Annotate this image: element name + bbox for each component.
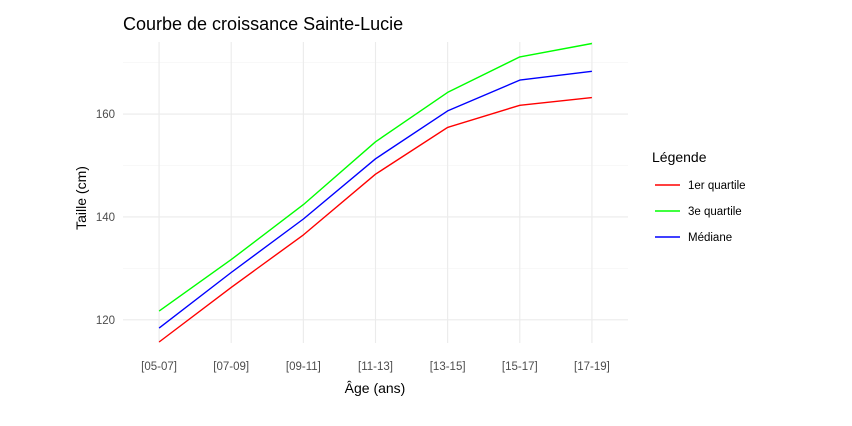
legend-label-2: Médiane	[688, 232, 732, 244]
x-axis-title: Âge (ans)	[345, 380, 406, 396]
legend-items: 1er quartile 3e quartile Médiane	[655, 180, 746, 244]
y-tick-labels: 120 140 160	[96, 109, 115, 327]
y-tick-label: 120	[96, 315, 115, 327]
x-tick-label: [09-11]	[286, 361, 321, 373]
x-tick-labels: [05-07] [07-09] [09-11] [11-13] [13-15] [15-1…	[141, 361, 610, 373]
legend-label-0: 1er quartile	[688, 180, 746, 192]
x-tick-label: [11-13]	[358, 361, 393, 373]
legend-label-1: 3e quartile	[688, 206, 742, 218]
x-tick-label: [15-17]	[502, 361, 538, 373]
series-line-1	[158, 42, 593, 312]
series-line-2	[158, 70, 592, 329]
y-tick-label: 140	[96, 212, 115, 224]
y-tick-label: 160	[96, 109, 115, 121]
x-tick-label: [07-09]	[213, 361, 249, 373]
series-line-0	[158, 96, 592, 343]
series-lines	[158, 42, 593, 343]
x-tick-label: [17-19]	[574, 361, 610, 373]
x-tick-label: [05-07]	[141, 361, 177, 373]
chart-title: Courbe de croissance Sainte-Lucie	[123, 14, 403, 34]
legend: Légende 1er quartile 3e quartile Médiane	[652, 149, 746, 244]
x-tick-label: [13-15]	[430, 361, 466, 373]
y-axis-title: Taille (cm)	[73, 166, 89, 230]
legend-title: Légende	[652, 149, 707, 165]
